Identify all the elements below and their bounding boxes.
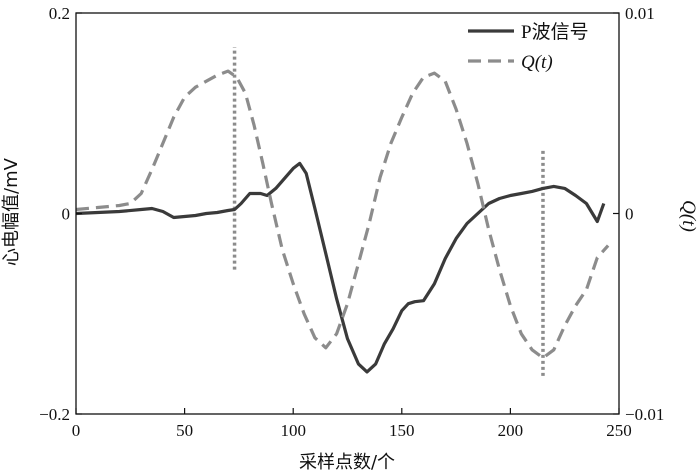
series-layer: [75, 69, 610, 374]
legend: P波信号 Q(t): [468, 21, 589, 73]
y-axis-title: 心电幅值/mV: [1, 157, 22, 266]
x-tick-label: 100: [280, 421, 306, 440]
y2-axis-title: Q(t): [678, 200, 699, 232]
y2-tick-label: 0: [625, 205, 634, 224]
legend-label-q: Q(t): [521, 52, 553, 73]
y-tick-label: −0.2: [39, 405, 70, 424]
x-tick-label: 0: [72, 421, 81, 440]
y-tick-label: 0.2: [49, 4, 70, 23]
x-axis-title: 采样点数/个: [299, 452, 395, 473]
x-tick-label: 50: [176, 421, 193, 440]
marker-layer: [232, 47, 545, 376]
y2-tick-label: 0.01: [625, 4, 655, 23]
series-line-p-wave: [75, 161, 606, 374]
y-tick-label: 0: [62, 205, 71, 224]
x-tick-label: 250: [606, 421, 632, 440]
legend-label-p-wave: P波信号: [521, 21, 589, 43]
x-tick-label: 200: [498, 421, 524, 440]
x-tick-label: 150: [389, 421, 415, 440]
y2-tick-label: −0.01: [625, 405, 664, 424]
series-line-q: [75, 69, 610, 360]
